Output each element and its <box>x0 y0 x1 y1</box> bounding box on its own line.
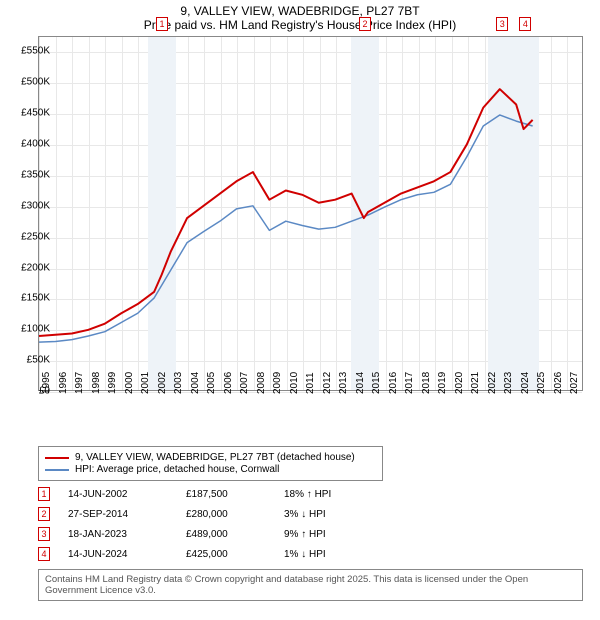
x-tick-label: 2021 <box>470 372 481 394</box>
x-tick-label: 2024 <box>520 372 531 394</box>
chart-title-line1: 9, VALLEY VIEW, WADEBRIDGE, PL27 7BT <box>0 0 600 18</box>
chart-area: 1234 £0£50K£100K£150K£200K£250K£300K£350… <box>38 36 598 416</box>
sale-row-marker: 2 <box>38 507 50 521</box>
sale-row: 2 27-SEP-2014 £280,000 3% ↓ HPI <box>38 507 583 521</box>
legend-swatch <box>45 457 69 459</box>
legend-swatch <box>45 469 69 471</box>
sale-row: 1 14-JUN-2002 £187,500 18% ↑ HPI <box>38 487 583 501</box>
y-tick-label: £550K <box>21 46 50 57</box>
x-tick-label: 2008 <box>256 372 267 394</box>
sale-row-marker: 4 <box>38 547 50 561</box>
sales-table: 1 14-JUN-2002 £187,500 18% ↑ HPI 2 27-SEP-201… <box>38 487 583 561</box>
y-tick-label: £200K <box>21 262 50 273</box>
sale-row-price: £280,000 <box>186 509 266 520</box>
sale-row-price: £425,000 <box>186 549 266 560</box>
x-tick-label: 2014 <box>355 372 366 394</box>
x-tick-label: 2023 <box>503 372 514 394</box>
x-tick-label: 2002 <box>157 372 168 394</box>
sale-row-marker: 3 <box>38 527 50 541</box>
x-tick-label: 2025 <box>536 372 547 394</box>
x-tick-label: 2010 <box>289 372 300 394</box>
x-tick-label: 2018 <box>421 372 432 394</box>
y-tick-label: £300K <box>21 200 50 211</box>
sale-row-delta: 3% ↓ HPI <box>284 509 326 520</box>
sale-row-delta: 1% ↓ HPI <box>284 549 326 560</box>
sale-row-date: 27-SEP-2014 <box>68 509 168 520</box>
x-tick-label: 2022 <box>487 372 498 394</box>
x-tick-label: 2001 <box>140 372 151 394</box>
x-tick-label: 2015 <box>371 372 382 394</box>
sale-row-date: 18-JAN-2023 <box>68 529 168 540</box>
y-tick-label: £450K <box>21 108 50 119</box>
x-tick-label: 2006 <box>223 372 234 394</box>
chart-title-line2: Price paid vs. HM Land Registry's House … <box>0 18 600 36</box>
x-tick-label: 1998 <box>91 372 102 394</box>
y-tick-label: £250K <box>21 231 50 242</box>
legend-item: 9, VALLEY VIEW, WADEBRIDGE, PL27 7BT (de… <box>45 452 376 463</box>
x-tick-label: 2013 <box>338 372 349 394</box>
sale-row-price: £187,500 <box>186 489 266 500</box>
sale-row-delta: 18% ↑ HPI <box>284 489 331 500</box>
x-tick-label: 1996 <box>58 372 69 394</box>
sale-row-delta: 9% ↑ HPI <box>284 529 326 540</box>
x-tick-label: 2005 <box>206 372 217 394</box>
series-svg <box>39 37 582 390</box>
x-tick-label: 2009 <box>272 372 283 394</box>
y-tick-label: £500K <box>21 77 50 88</box>
y-tick-label: £150K <box>21 293 50 304</box>
sale-row: 4 14-JUN-2024 £425,000 1% ↓ HPI <box>38 547 583 561</box>
x-tick-label: 2016 <box>388 372 399 394</box>
series-line <box>39 115 533 342</box>
y-tick-label: £100K <box>21 324 50 335</box>
sale-row-date: 14-JUN-2002 <box>68 489 168 500</box>
y-tick-label: £400K <box>21 139 50 150</box>
series-line <box>39 89 533 336</box>
y-tick-label: £350K <box>21 169 50 180</box>
y-tick-label: £50K <box>27 355 50 366</box>
x-tick-label: 2012 <box>322 372 333 394</box>
sale-marker-2: 2 <box>359 17 371 31</box>
x-tick-label: 1995 <box>41 372 52 394</box>
sale-marker-1: 1 <box>156 17 168 31</box>
sale-row: 3 18-JAN-2023 £489,000 9% ↑ HPI <box>38 527 583 541</box>
sale-row-marker: 1 <box>38 487 50 501</box>
x-tick-label: 2020 <box>454 372 465 394</box>
legend-label: 9, VALLEY VIEW, WADEBRIDGE, PL27 7BT (de… <box>75 452 355 463</box>
x-tick-label: 2026 <box>553 372 564 394</box>
sale-marker-3: 3 <box>496 17 508 31</box>
x-tick-label: 2019 <box>437 372 448 394</box>
x-tick-label: 2027 <box>569 372 580 394</box>
legend-item: HPI: Average price, detached house, Corn… <box>45 464 376 475</box>
x-tick-label: 2004 <box>190 372 201 394</box>
sale-row-price: £489,000 <box>186 529 266 540</box>
x-tick-label: 2011 <box>305 372 316 394</box>
x-tick-label: 1997 <box>74 372 85 394</box>
x-tick-label: 2000 <box>124 372 135 394</box>
plot-region: 1234 <box>38 36 583 391</box>
legend-label: HPI: Average price, detached house, Corn… <box>75 464 279 475</box>
sale-marker-4: 4 <box>519 17 531 31</box>
footnote: Contains HM Land Registry data © Crown c… <box>38 569 583 601</box>
x-tick-label: 2017 <box>404 372 415 394</box>
sale-row-date: 14-JUN-2024 <box>68 549 168 560</box>
x-tick-label: 1999 <box>107 372 118 394</box>
legend: 9, VALLEY VIEW, WADEBRIDGE, PL27 7BT (de… <box>38 446 383 481</box>
x-tick-label: 2003 <box>173 372 184 394</box>
x-tick-label: 2007 <box>239 372 250 394</box>
